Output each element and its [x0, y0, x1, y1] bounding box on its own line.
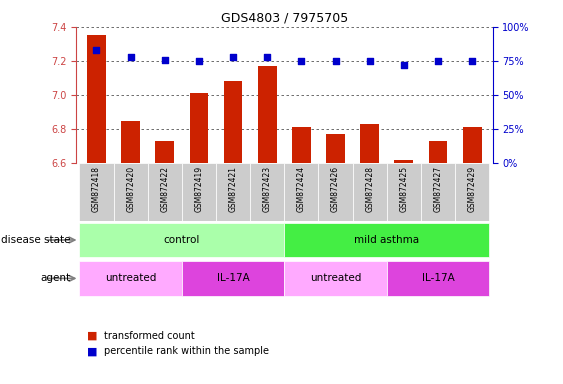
Bar	[224, 81, 243, 163]
Text: agent: agent	[40, 273, 70, 283]
Text: GSM872420: GSM872420	[126, 166, 135, 212]
Text: control: control	[164, 235, 200, 245]
Text: untreated: untreated	[310, 273, 361, 283]
Bar	[250, 163, 284, 221]
Bar	[284, 261, 387, 296]
Text: ■: ■	[87, 331, 98, 341]
Title: GDS4803 / 7975705: GDS4803 / 7975705	[221, 11, 348, 24]
Bar	[387, 163, 421, 221]
Point	[297, 58, 306, 64]
Point	[331, 58, 340, 64]
Bar	[182, 163, 216, 221]
Bar	[284, 163, 319, 221]
Text: IL-17A: IL-17A	[422, 273, 454, 283]
Bar	[395, 160, 413, 163]
Bar	[216, 163, 250, 221]
Bar	[258, 66, 276, 163]
Bar	[352, 163, 387, 221]
Bar	[79, 163, 114, 221]
Text: GSM872421: GSM872421	[229, 166, 238, 212]
Bar	[182, 261, 284, 296]
Text: GSM872418: GSM872418	[92, 166, 101, 212]
Bar	[79, 261, 182, 296]
Text: mild asthma: mild asthma	[354, 235, 419, 245]
Point	[365, 58, 374, 64]
Text: GSM872425: GSM872425	[399, 166, 408, 212]
Point	[194, 58, 203, 64]
Text: IL-17A: IL-17A	[217, 273, 249, 283]
Point	[468, 58, 477, 64]
Point	[434, 58, 443, 64]
Point	[92, 47, 101, 53]
Bar	[87, 35, 106, 163]
Point	[263, 54, 272, 60]
Text: untreated: untreated	[105, 273, 157, 283]
Text: GSM872428: GSM872428	[365, 166, 374, 212]
Bar	[148, 163, 182, 221]
Bar	[463, 127, 481, 163]
Text: GSM872426: GSM872426	[331, 166, 340, 212]
Text: GSM872429: GSM872429	[468, 166, 477, 212]
Text: transformed count: transformed count	[104, 331, 195, 341]
Text: GSM872423: GSM872423	[263, 166, 272, 212]
Bar	[455, 163, 489, 221]
Text: GSM872427: GSM872427	[434, 166, 443, 212]
Bar	[114, 163, 148, 221]
Text: disease state: disease state	[1, 235, 70, 245]
Bar	[326, 134, 345, 163]
Text: percentile rank within the sample: percentile rank within the sample	[104, 346, 269, 356]
Point	[229, 54, 238, 60]
Bar	[190, 93, 208, 163]
Text: ■: ■	[87, 346, 98, 356]
Bar	[284, 223, 489, 257]
Point	[160, 56, 169, 63]
Bar	[428, 141, 448, 163]
Bar	[155, 141, 174, 163]
Text: GSM872424: GSM872424	[297, 166, 306, 212]
Bar	[319, 163, 352, 221]
Text: GSM872422: GSM872422	[160, 166, 169, 212]
Text: GSM872419: GSM872419	[194, 166, 203, 212]
Point	[126, 54, 135, 60]
Bar	[79, 223, 284, 257]
Bar	[121, 121, 140, 163]
Bar	[360, 124, 379, 163]
Bar	[387, 261, 489, 296]
Point	[399, 62, 408, 68]
Bar	[421, 163, 455, 221]
Bar	[292, 127, 311, 163]
